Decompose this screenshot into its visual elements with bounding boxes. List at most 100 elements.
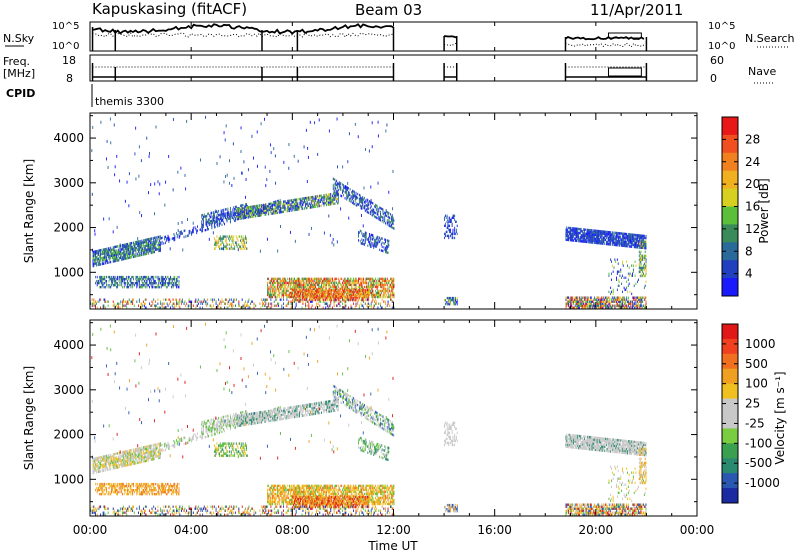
- echo-cell: [600, 236, 602, 239]
- echo-cell: [157, 302, 159, 305]
- echo-cell: [351, 290, 353, 294]
- echo-cell: [256, 204, 258, 208]
- echo-cell: [570, 300, 572, 303]
- echo-cell: [208, 218, 210, 221]
- echo-cell: [272, 295, 274, 299]
- echo-cell: [362, 195, 364, 199]
- echo-cell: [315, 289, 317, 293]
- echo-cell: [245, 304, 247, 307]
- echo-cell: [278, 205, 280, 208]
- echo-cell: [380, 302, 381, 305]
- echo-cell: [637, 238, 639, 241]
- echo-cell: [274, 287, 276, 291]
- echo-cell: [579, 231, 581, 235]
- echo-cell: [374, 300, 376, 303]
- echo-cell: [363, 242, 365, 246]
- echo-cell: [260, 208, 262, 211]
- echo-cell: [222, 218, 224, 222]
- echo-cell: [358, 298, 360, 302]
- echo-cell: [381, 287, 383, 291]
- echo-cell: [143, 283, 145, 287]
- echo-cell: [157, 298, 159, 301]
- echo-cell: [344, 279, 346, 283]
- echo-cell: [95, 256, 96, 259]
- echo-cell: [109, 255, 111, 258]
- echo-cell: [322, 196, 324, 199]
- echo-cell: [127, 285, 129, 289]
- echo-cell: [371, 289, 373, 293]
- echo-cell: [351, 195, 353, 198]
- echo-cell: [578, 233, 580, 237]
- echo-cell: [130, 279, 132, 283]
- echo-cell: [238, 209, 240, 213]
- echo-cell: [211, 221, 213, 225]
- echo-cell: [589, 230, 591, 234]
- echo-cell: [310, 196, 312, 199]
- echo-cell: [316, 201, 318, 204]
- echo-cell: [304, 285, 306, 289]
- echo-cell: [360, 196, 362, 200]
- echo-cell: [599, 242, 601, 245]
- echo-cell: [309, 281, 311, 285]
- echo-cell: [220, 215, 222, 218]
- echo-cell: [369, 239, 371, 242]
- echo-cell: [449, 302, 451, 306]
- echo-cell: [128, 242, 130, 245]
- echo-cell: [582, 304, 584, 307]
- echo-cell: [629, 243, 631, 246]
- echo-cell: [254, 211, 256, 214]
- echo-cell: [376, 216, 378, 220]
- echo-cell: [610, 235, 612, 238]
- echo-cell: [294, 198, 296, 202]
- echo-cell: [123, 281, 125, 285]
- echo-cell: [310, 277, 312, 281]
- echo-cell: [98, 279, 100, 283]
- echo-cell: [206, 304, 208, 307]
- echo-cell: [154, 281, 155, 285]
- echo-cell: [144, 246, 146, 250]
- echo-cell: [569, 234, 571, 238]
- echo-cell: [118, 246, 120, 250]
- echo-cell: [294, 208, 295, 212]
- echo-cell: [283, 283, 284, 287]
- echo-cell: [137, 279, 139, 283]
- echo-cell: [226, 220, 228, 223]
- echo-cell: [571, 298, 573, 301]
- echo-cell: [192, 304, 194, 307]
- echo-cell: [448, 236, 450, 240]
- echo-cell: [575, 227, 577, 230]
- echo-cell: [113, 252, 115, 255]
- echo-cell: [334, 184, 336, 188]
- echo-cell: [263, 304, 265, 307]
- echo-cell: [261, 205, 263, 209]
- echo-cell: [146, 242, 148, 245]
- echo-cell: [261, 304, 263, 307]
- echo-cell: [359, 277, 361, 281]
- echo-cell: [349, 283, 351, 287]
- echo-cell: [383, 283, 385, 287]
- echo-cell: [633, 245, 635, 249]
- echo-cell: [251, 215, 252, 219]
- echo-cell: [226, 211, 228, 215]
- echo-cell: [355, 197, 357, 201]
- echo-cell: [97, 261, 99, 265]
- echo-cell: [590, 235, 592, 238]
- echo-cell: [107, 253, 109, 256]
- echo-cell: [590, 233, 592, 236]
- echo-cell: [328, 201, 330, 204]
- echo-cell: [345, 185, 347, 188]
- echo-cell: [265, 302, 267, 305]
- echo-cell: [224, 239, 226, 242]
- echo-cell: [343, 291, 345, 295]
- echo-cell: [256, 206, 258, 210]
- echo-cell: [131, 256, 133, 259]
- echo-cell: [176, 302, 178, 305]
- echo-cell: [372, 279, 374, 283]
- echo-cell: [96, 255, 98, 259]
- echo-cell: [108, 253, 110, 256]
- echo-cell: [369, 277, 371, 281]
- echo-cell: [302, 292, 304, 296]
- echo-cell: [358, 279, 360, 283]
- echo-cell: [630, 245, 632, 248]
- echo-cell: [286, 201, 288, 205]
